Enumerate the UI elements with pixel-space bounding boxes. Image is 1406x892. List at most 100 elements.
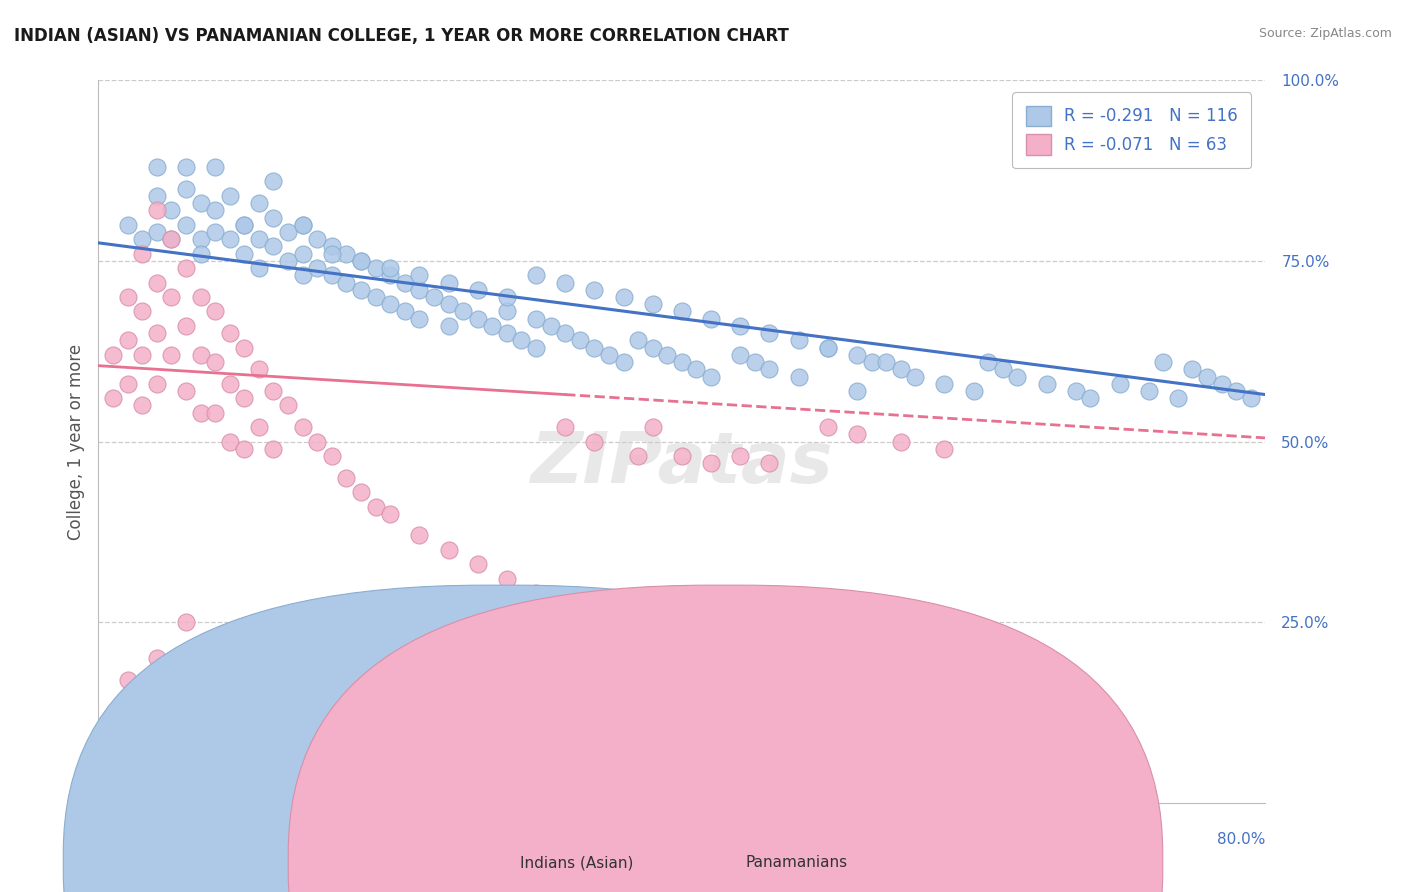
Point bbox=[991, 362, 1014, 376]
Point bbox=[394, 276, 416, 290]
Point bbox=[262, 442, 284, 456]
Point bbox=[1080, 391, 1102, 405]
Point bbox=[131, 304, 153, 318]
Point bbox=[190, 290, 212, 304]
Point bbox=[524, 268, 547, 283]
Point bbox=[408, 283, 430, 297]
Point bbox=[408, 528, 430, 542]
Point bbox=[350, 283, 373, 297]
Point bbox=[758, 362, 780, 376]
Legend: R = -0.291   N = 116, R = -0.071   N = 63: R = -0.291 N = 116, R = -0.071 N = 63 bbox=[1012, 92, 1251, 168]
Point bbox=[481, 318, 503, 333]
Point bbox=[437, 318, 460, 333]
Point bbox=[408, 268, 430, 283]
Point bbox=[510, 334, 533, 348]
Point bbox=[307, 261, 329, 276]
Point bbox=[218, 232, 240, 246]
Point bbox=[277, 225, 299, 239]
Point bbox=[641, 341, 664, 355]
Point bbox=[204, 225, 226, 239]
Point bbox=[307, 434, 329, 449]
Point bbox=[437, 276, 460, 290]
Point bbox=[174, 218, 197, 232]
Point bbox=[730, 449, 752, 463]
Point bbox=[117, 673, 139, 687]
Point bbox=[146, 276, 169, 290]
Point bbox=[160, 348, 183, 362]
Point bbox=[262, 211, 284, 225]
Point bbox=[190, 406, 212, 420]
Point bbox=[131, 348, 153, 362]
Point bbox=[117, 376, 139, 391]
Point bbox=[364, 500, 387, 514]
Point bbox=[875, 355, 897, 369]
Point bbox=[846, 427, 869, 442]
Point bbox=[846, 348, 869, 362]
Point bbox=[554, 420, 576, 434]
Point bbox=[350, 253, 373, 268]
Point bbox=[218, 376, 240, 391]
Point bbox=[1211, 376, 1233, 391]
Point bbox=[146, 376, 169, 391]
Point bbox=[204, 406, 226, 420]
Point bbox=[204, 355, 226, 369]
Point bbox=[627, 449, 650, 463]
Point bbox=[247, 196, 270, 211]
Point bbox=[335, 470, 357, 484]
Text: INDIAN (ASIAN) VS PANAMANIAN COLLEGE, 1 YEAR OR MORE CORRELATION CHART: INDIAN (ASIAN) VS PANAMANIAN COLLEGE, 1 … bbox=[14, 27, 789, 45]
Point bbox=[598, 348, 620, 362]
Point bbox=[117, 218, 139, 232]
Point bbox=[146, 651, 169, 665]
Point bbox=[730, 348, 752, 362]
Point bbox=[218, 434, 240, 449]
Point bbox=[291, 268, 314, 283]
Point bbox=[744, 355, 766, 369]
Point bbox=[1137, 384, 1160, 398]
Point bbox=[583, 283, 606, 297]
Point bbox=[307, 232, 329, 246]
Point bbox=[437, 542, 460, 557]
Point bbox=[174, 160, 197, 174]
Point bbox=[146, 189, 169, 203]
Point bbox=[190, 196, 212, 211]
Point bbox=[496, 326, 519, 340]
Point bbox=[671, 355, 693, 369]
Point bbox=[321, 268, 343, 283]
Point bbox=[291, 420, 314, 434]
Point bbox=[451, 304, 474, 318]
Point bbox=[467, 283, 489, 297]
Point bbox=[190, 232, 212, 246]
Point bbox=[394, 304, 416, 318]
Point bbox=[758, 456, 780, 470]
Point bbox=[291, 218, 314, 232]
Point bbox=[380, 261, 402, 276]
Point bbox=[131, 232, 153, 246]
Point bbox=[233, 391, 256, 405]
Point bbox=[247, 420, 270, 434]
Point bbox=[730, 318, 752, 333]
Point bbox=[204, 160, 226, 174]
Point bbox=[1195, 369, 1218, 384]
Point bbox=[146, 203, 169, 218]
Point bbox=[174, 182, 197, 196]
Point bbox=[671, 449, 693, 463]
Point bbox=[160, 290, 183, 304]
Point bbox=[934, 376, 956, 391]
Point bbox=[1225, 384, 1247, 398]
Point bbox=[817, 341, 839, 355]
Point bbox=[671, 304, 693, 318]
Point bbox=[496, 304, 519, 318]
Point bbox=[233, 442, 256, 456]
Point bbox=[612, 290, 634, 304]
Point bbox=[247, 232, 270, 246]
Point bbox=[321, 239, 343, 253]
Point bbox=[496, 290, 519, 304]
Point bbox=[685, 362, 707, 376]
Text: Panamanians: Panamanians bbox=[745, 855, 848, 870]
Point bbox=[890, 362, 912, 376]
Point bbox=[496, 572, 519, 586]
Point bbox=[350, 485, 373, 500]
Point bbox=[350, 253, 373, 268]
Point bbox=[262, 384, 284, 398]
Point bbox=[583, 434, 606, 449]
